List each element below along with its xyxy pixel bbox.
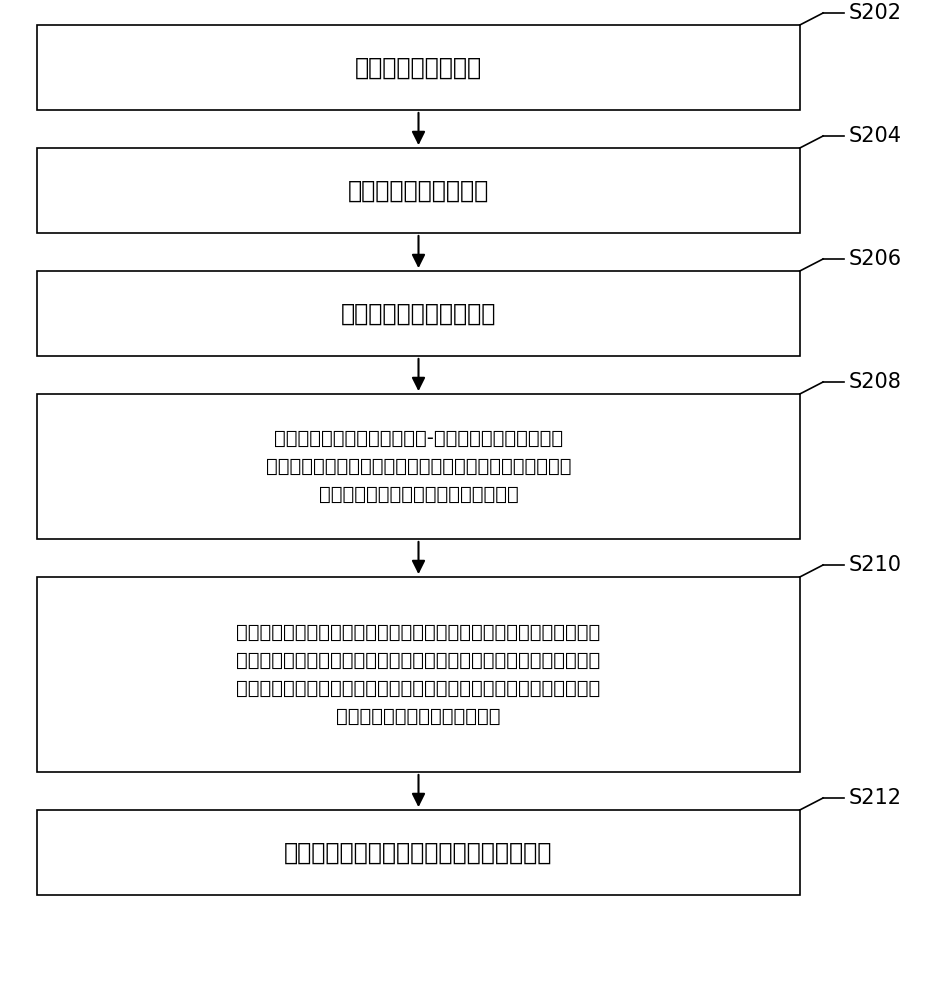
Bar [37, 148, 800, 233]
Text: 在基片制备过渡薄膜: 在基片制备过渡薄膜 [355, 55, 482, 80]
Bar [37, 810, 800, 895]
Text: S212: S212 [848, 788, 901, 808]
Bar [37, 25, 800, 110]
Bar [37, 394, 800, 539]
Text: 在金银合金膜外表面采用溶胶-凝胶化学成膜技术制备包
含有有机分子模板的硅基凝胶膜，在该硅基凝胶膜内硅基成
份围绕有机分子模板形成三维网络结构: 在金银合金膜外表面采用溶胶-凝胶化学成膜技术制备包 含有有机分子模板的硅基凝胶膜… [266, 429, 571, 504]
Text: S202: S202 [848, 3, 901, 23]
Text: 高温热处理前四步得到的芯片，该高温热处理去除硅基凝胶膜中的有机
分子模板，并将硅基成份转变为二氧化硅，从而得到二氧化硅介孔膜，
同时使得金银合金膜中的银原子向外: 高温热处理前四步得到的芯片，该高温热处理去除硅基凝胶膜中的有机 分子模板，并将硅… [236, 623, 601, 726]
Text: S206: S206 [848, 249, 901, 269]
Text: S210: S210 [848, 555, 901, 575]
Text: S208: S208 [848, 372, 901, 392]
Text: 在金膜上制备金银合金膜: 在金膜上制备金银合金膜 [340, 302, 497, 326]
Bar [37, 577, 800, 772]
Text: S204: S204 [848, 126, 901, 146]
Bar [37, 271, 800, 356]
Text: 在过渡薄膜上制备金膜: 在过渡薄膜上制备金膜 [348, 178, 489, 202]
Text: 在二氧化硅介孔膜外表面修饰金属纳米粒子: 在二氧化硅介孔膜外表面修饰金属纳米粒子 [285, 840, 552, 864]
